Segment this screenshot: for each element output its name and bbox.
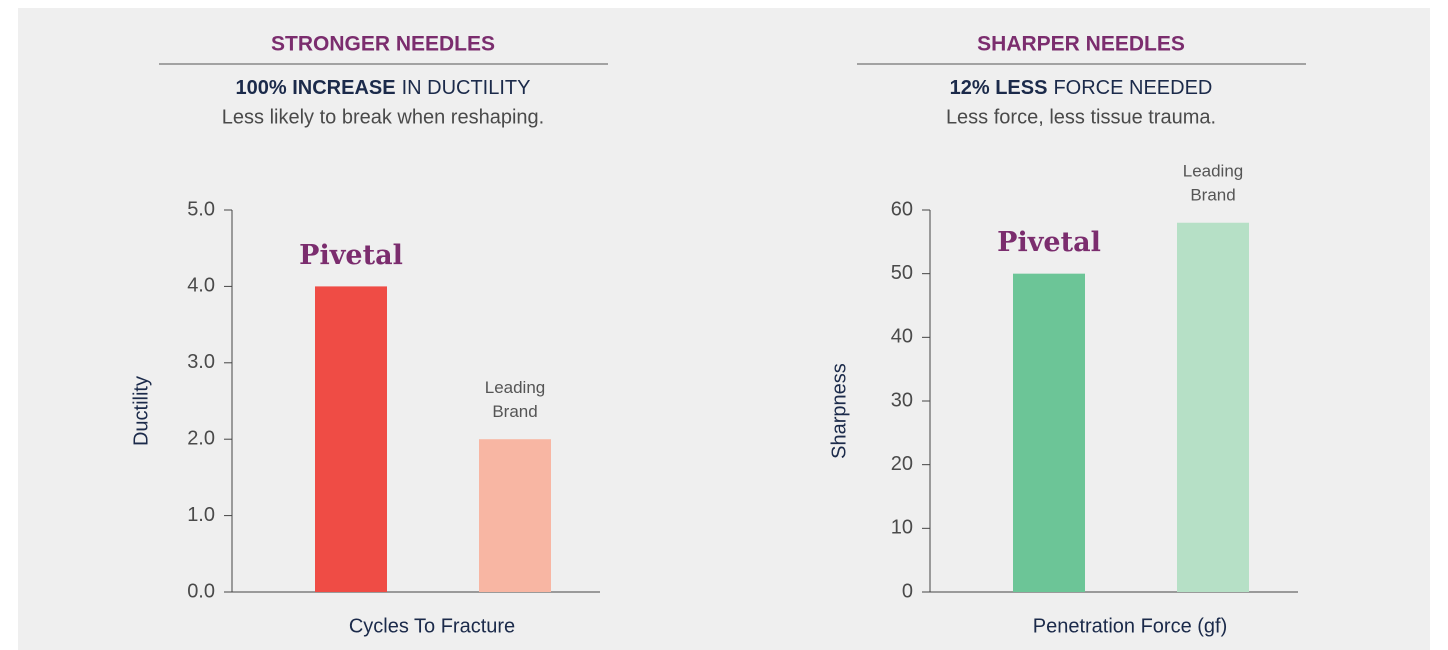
- y-tick-label: 60: [891, 198, 913, 220]
- y-tick-label: 40: [891, 326, 913, 348]
- y-tick-label: 0.0: [187, 580, 215, 602]
- category-label: Leading Brand: [485, 379, 546, 422]
- bar: [315, 286, 387, 592]
- bar: [1177, 222, 1249, 592]
- y-tick-label: 1.0: [187, 504, 215, 526]
- headline-bold: 12% LESS: [950, 77, 1048, 99]
- bar: [479, 439, 551, 592]
- y-tick-label: 50: [891, 262, 913, 284]
- headline-rest: IN DUCTILITY: [402, 77, 531, 99]
- headline-rest: FORCE NEEDED: [1053, 77, 1212, 99]
- y-tick-label: 10: [891, 517, 913, 539]
- y-tick-label: 30: [891, 389, 913, 411]
- y-tick-label: 2.0: [187, 427, 215, 449]
- category-label: Leading Brand: [1183, 162, 1244, 205]
- brand-logo: Pivetal: [997, 227, 1101, 258]
- y-axis-label: Sharpness: [828, 363, 850, 459]
- panel-title: STRONGER NEEDLES: [271, 33, 495, 56]
- y-tick-label: 5.0: [187, 198, 215, 220]
- headline-bold: 100% INCREASE: [236, 77, 396, 99]
- y-tick-label: 0: [902, 580, 913, 602]
- subtitle: Less force, less tissue trauma.: [946, 106, 1216, 128]
- x-axis-label: Penetration Force (gf): [1033, 615, 1228, 637]
- y-tick-label: 3.0: [187, 351, 215, 373]
- headline: 12% LESS FORCE NEEDED: [950, 77, 1213, 99]
- panel-title: SHARPER NEEDLES: [977, 33, 1185, 56]
- subtitle: Less likely to break when reshaping.: [222, 106, 544, 128]
- headline: 100% INCREASE IN DUCTILITY: [236, 77, 531, 99]
- bar: [1013, 273, 1085, 592]
- x-axis-label: Cycles To Fracture: [349, 615, 515, 637]
- y-axis-label: Ductility: [130, 376, 152, 446]
- y-tick-label: 4.0: [187, 275, 215, 297]
- brand-logo: Pivetal: [299, 240, 403, 271]
- y-tick-label: 20: [891, 453, 913, 475]
